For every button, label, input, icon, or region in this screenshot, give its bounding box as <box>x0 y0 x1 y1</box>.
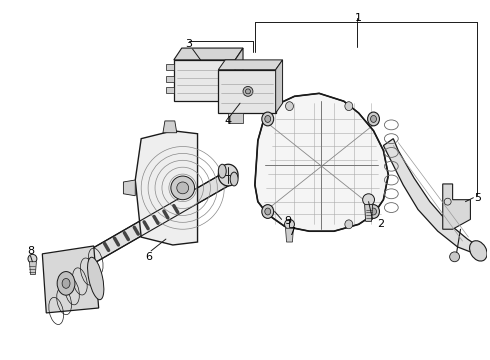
Ellipse shape <box>345 102 353 111</box>
Text: 9: 9 <box>284 216 291 226</box>
Ellipse shape <box>285 219 294 229</box>
Text: 8: 8 <box>27 246 34 256</box>
Ellipse shape <box>243 86 253 96</box>
Ellipse shape <box>450 252 460 262</box>
Polygon shape <box>255 93 389 231</box>
Ellipse shape <box>171 176 195 200</box>
Ellipse shape <box>219 164 238 186</box>
Text: 4: 4 <box>224 116 232 126</box>
Polygon shape <box>163 121 177 133</box>
Ellipse shape <box>177 182 189 194</box>
Polygon shape <box>443 184 470 229</box>
Bar <box>166 76 174 82</box>
Text: 5: 5 <box>474 193 481 203</box>
Ellipse shape <box>57 271 75 295</box>
Ellipse shape <box>245 89 250 94</box>
Polygon shape <box>135 131 197 245</box>
Text: 1: 1 <box>355 13 362 23</box>
Ellipse shape <box>370 208 376 215</box>
Ellipse shape <box>368 112 379 126</box>
Polygon shape <box>286 228 294 242</box>
Ellipse shape <box>370 116 376 122</box>
Bar <box>228 113 243 123</box>
Polygon shape <box>174 48 243 60</box>
Text: 2: 2 <box>377 219 384 229</box>
Polygon shape <box>365 204 372 221</box>
Ellipse shape <box>230 172 238 186</box>
Text: 6: 6 <box>146 252 152 262</box>
Polygon shape <box>235 48 243 101</box>
Text: 7: 7 <box>288 227 295 237</box>
Ellipse shape <box>363 194 374 206</box>
Ellipse shape <box>88 257 104 300</box>
Polygon shape <box>123 180 135 196</box>
Ellipse shape <box>62 278 70 288</box>
Ellipse shape <box>368 204 379 219</box>
Bar <box>166 87 174 93</box>
Ellipse shape <box>345 220 353 229</box>
Polygon shape <box>276 60 283 113</box>
Polygon shape <box>57 170 235 280</box>
Ellipse shape <box>265 116 270 122</box>
Ellipse shape <box>286 220 294 229</box>
Ellipse shape <box>469 241 487 261</box>
Ellipse shape <box>262 204 274 219</box>
Text: 3: 3 <box>185 39 192 49</box>
Ellipse shape <box>219 164 226 178</box>
Ellipse shape <box>28 254 37 263</box>
Polygon shape <box>174 60 235 101</box>
Bar <box>166 64 174 70</box>
Polygon shape <box>42 246 98 313</box>
Polygon shape <box>29 262 36 275</box>
Polygon shape <box>219 70 276 113</box>
Polygon shape <box>219 60 283 70</box>
Ellipse shape <box>286 102 294 111</box>
Ellipse shape <box>262 112 274 126</box>
Polygon shape <box>383 139 482 254</box>
Ellipse shape <box>265 208 270 215</box>
